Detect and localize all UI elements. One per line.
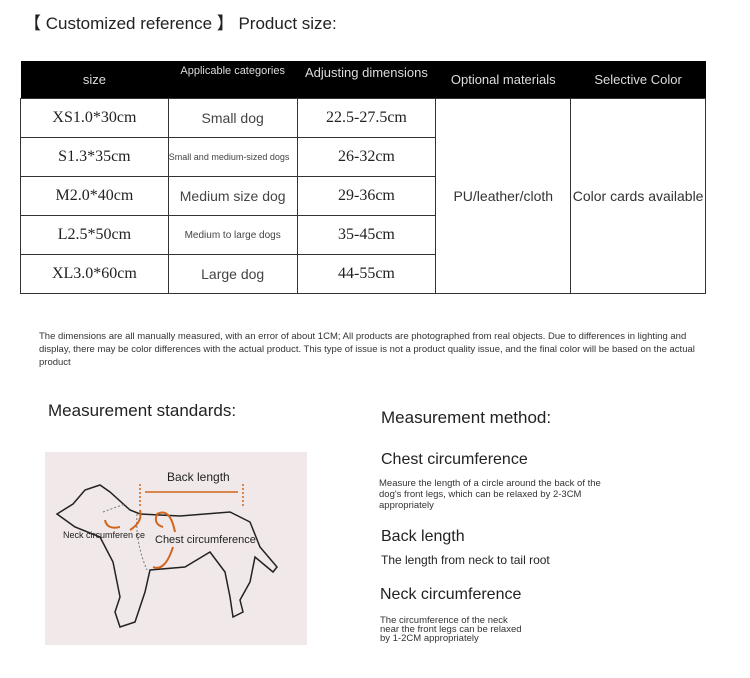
disclaimer-note: The dimensions are all manually measured… <box>39 331 695 368</box>
dog-diagram: Back length Neck circumferen ce Chest ci… <box>45 452 307 645</box>
size-table: size Applicable categories Adjusting dim… <box>20 61 706 294</box>
chest-description: Measure the length of a circle around th… <box>379 478 601 511</box>
back-description: The length from neck to tail root <box>381 553 550 567</box>
table-row: XS1.0*30cm Small dog 22.5-27.5cm PU/leat… <box>20 98 706 294</box>
dog-outline-icon <box>55 484 278 628</box>
chest-heading: Chest circumference <box>381 451 528 468</box>
category-cell: Small dog <box>167 98 298 138</box>
table-row: XL3.0*60cm Large dog 44-55cm <box>20 254 706 294</box>
header-category: Applicable categories <box>168 61 298 99</box>
header-color: Selective Color <box>570 61 706 99</box>
chest-circumference-label: Chest circumference <box>155 534 256 546</box>
size-cell: XS1.0*30cm <box>20 98 169 138</box>
dimensions-cell: 35-45cm <box>296 215 437 255</box>
color-cell: Color cards available <box>570 98 706 294</box>
measurement-standards-title: Measurement standards: <box>48 401 237 420</box>
table-row: L2.5*50cm Medium to large dogs 35-45cm <box>20 215 706 255</box>
category-cell: Small and medium-sized dogs <box>167 137 298 177</box>
dimensions-cell: 29-36cm <box>296 176 437 216</box>
back-length-label: Back length <box>167 470 230 484</box>
header-size: size <box>20 61 169 99</box>
material-cell: PU/leather/cloth <box>435 98 572 294</box>
category-cell: Large dog <box>167 254 298 294</box>
size-cell: L2.5*50cm <box>20 215 169 255</box>
dimensions-cell: 44-55cm <box>296 254 437 294</box>
header-materials: Optional materials <box>435 61 571 99</box>
page-title: 【 Customized reference 】 Product size: <box>24 14 337 33</box>
neck-description: The circumference of the neck near the f… <box>380 615 522 644</box>
dimensions-cell: 22.5-27.5cm <box>296 98 437 138</box>
neck-heading: Neck circumference <box>380 586 522 603</box>
category-cell: Medium size dog <box>167 176 298 216</box>
category-cell: Medium to large dogs <box>167 215 298 255</box>
table-row: S1.3*35cm Small and medium-sized dogs 26… <box>20 137 706 177</box>
measurement-method-title: Measurement method: <box>381 408 552 427</box>
neck-circumference-label: Neck circumferen ce <box>63 530 146 540</box>
table-header-row: size Applicable categories Adjusting dim… <box>20 61 706 99</box>
size-cell: XL3.0*60cm <box>20 254 169 294</box>
header-dimensions: Adjusting dimensions <box>297 61 436 99</box>
size-cell: M2.0*40cm <box>20 176 169 216</box>
size-cell: S1.3*35cm <box>20 137 169 177</box>
back-heading: Back length <box>381 528 465 545</box>
dimensions-cell: 26-32cm <box>296 137 437 177</box>
